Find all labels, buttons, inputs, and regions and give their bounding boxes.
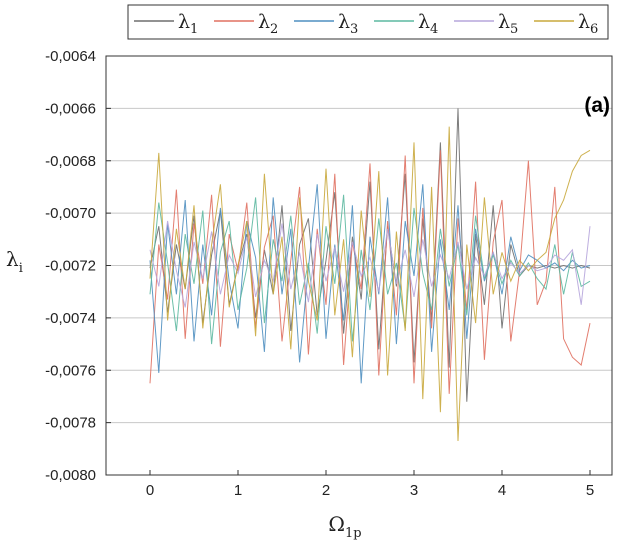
- legend-label-sub: 4: [430, 22, 438, 37]
- legend-label-sub: 5: [510, 22, 518, 37]
- legend-label-4: λ4: [418, 11, 438, 37]
- x-tick-label: 0: [146, 482, 154, 499]
- y-axis-label: λi: [6, 247, 23, 276]
- legend-label-sub: 1: [190, 22, 198, 37]
- legend-label-base: λ: [498, 11, 510, 33]
- y-tick-label: -0,0078: [45, 415, 96, 432]
- y-tick-label: -0,0080: [45, 467, 96, 484]
- y-tick-label: -0,0064: [45, 48, 96, 65]
- legend-label-3: λ3: [338, 11, 358, 37]
- x-tick-label: 4: [498, 482, 506, 499]
- y-tick-label: -0,0074: [45, 310, 96, 327]
- legend-label-base: λ: [178, 11, 190, 33]
- y-tick-label: -0,0068: [45, 153, 96, 170]
- x-tick-label: 5: [586, 482, 594, 499]
- x-tick-label: 2: [322, 482, 330, 499]
- svg-text:Ω1p: Ω1p: [328, 512, 361, 541]
- legend-label-5: λ5: [498, 11, 518, 37]
- legend-label-sub: 2: [270, 22, 278, 37]
- legend-label-base: λ: [258, 11, 270, 33]
- series-line-6: [149, 126, 591, 442]
- y-axis-label-sub: i: [19, 261, 23, 276]
- x-axis-label-base: Ω: [328, 512, 345, 536]
- x-axis-label-sub: 1p: [345, 526, 362, 541]
- y-tick-label: -0,0066: [45, 100, 96, 117]
- y-tick-label: -0,0072: [45, 258, 96, 275]
- series-line-2: [149, 150, 591, 394]
- y-tick-label: -0,0070: [45, 205, 96, 222]
- legend-box: [127, 4, 609, 40]
- legend-label-sub: 3: [350, 22, 358, 37]
- legend-label-sub: 6: [590, 22, 598, 37]
- panel-label: (a): [584, 94, 610, 117]
- y-axis-label-base: λ: [6, 247, 19, 271]
- legend-label-base: λ: [338, 11, 350, 33]
- legend-label-6: λ6: [578, 11, 598, 37]
- legend-label-base: λ: [578, 11, 590, 33]
- y-tick-label: -0,0076: [45, 362, 96, 379]
- x-axis-label: Ω1p: [328, 512, 361, 541]
- series-layer: [149, 108, 591, 442]
- x-tick-label: 1: [234, 482, 242, 499]
- axis-ticks: -0,0080 -0,0078 -0,0076 -0,0074 -0,0072 -0,00…: [45, 48, 594, 499]
- legend: λ1 λ2 λ3 λ4 λ5 λ6: [127, 4, 609, 40]
- svg-text:λi: λi: [6, 247, 23, 276]
- series-line-1: [149, 108, 591, 402]
- series-line-4: [149, 194, 591, 345]
- legend-label-base: λ: [418, 11, 430, 33]
- legend-label-1: λ1: [178, 11, 198, 37]
- legend-label-2: λ2: [258, 11, 278, 37]
- x-tick-label: 3: [410, 482, 418, 499]
- series-line-5: [149, 220, 591, 308]
